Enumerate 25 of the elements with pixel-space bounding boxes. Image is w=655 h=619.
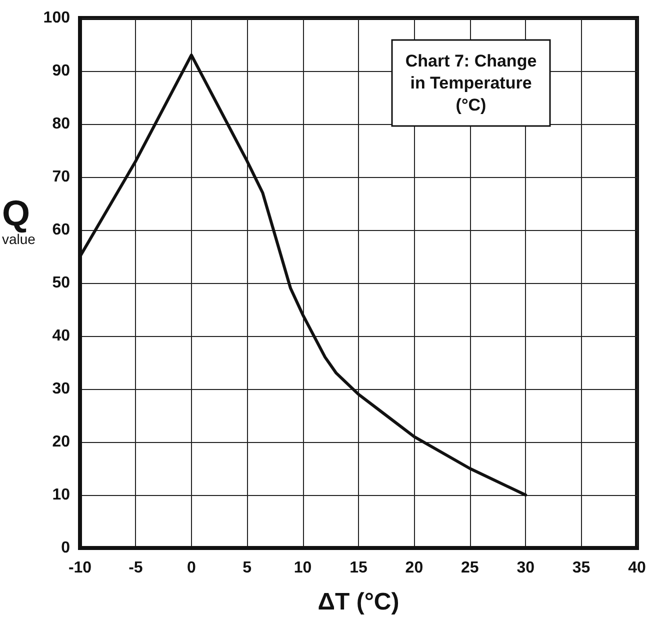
x-tick-label: 40 — [628, 560, 646, 576]
x-tick-label: 10 — [294, 560, 312, 576]
y-tick-label: 20 — [52, 434, 70, 450]
x-tick-label: 5 — [242, 560, 252, 576]
x-tick-label: 35 — [572, 560, 590, 576]
y-tick-label: 0 — [61, 540, 70, 556]
x-tick-label: 20 — [405, 560, 424, 576]
text: Chart 7: Change in Temperature (°C) — [405, 52, 537, 114]
x-tick-label: 0 — [186, 560, 196, 576]
y-tick-label: 70 — [52, 168, 70, 186]
x-axis-title: ΔT (°C) — [318, 588, 400, 616]
y-tick-label: 40 — [52, 328, 70, 344]
y-tick-label: 60 — [52, 222, 70, 238]
x-tick-label: 25 — [461, 560, 479, 576]
x-tick-label: 15 — [350, 560, 368, 576]
y-tick-label: 30 — [52, 380, 70, 398]
y-tick-label: 10 — [52, 486, 70, 504]
y-tick-label: 50 — [52, 274, 70, 292]
y-tick-label: 100 — [43, 10, 70, 26]
x-tick-label: -5 — [128, 560, 143, 576]
y-tick-label: 80 — [52, 116, 70, 132]
y-axis-title: Q value — [2, 192, 36, 247]
x-tick-label: 30 — [516, 560, 535, 576]
y-tick-label: 90 — [52, 62, 70, 80]
x-tick-label: -10 — [68, 560, 92, 576]
